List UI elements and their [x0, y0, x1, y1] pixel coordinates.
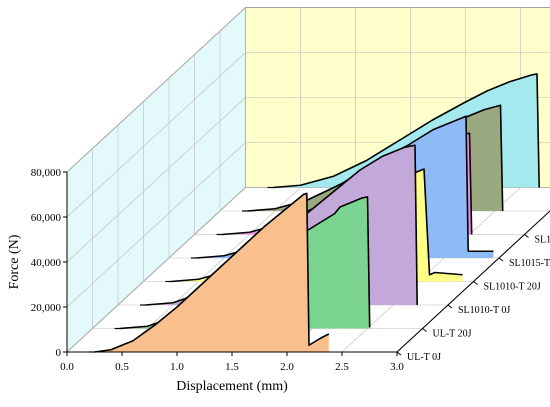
series-label: SL1010-T 0J: [458, 305, 510, 316]
series-label: UL-T 20J: [433, 329, 472, 340]
series-label-tick: [423, 329, 427, 332]
x-tick-label: 1.5: [225, 361, 239, 373]
y-tick-label: 20,000: [31, 302, 62, 314]
series-label-tick: [499, 258, 503, 261]
series-label: UL-T 0J: [407, 352, 441, 363]
y-ticks: 0 20,000 40,000 60,000 80,000: [31, 167, 67, 359]
x-axis-title: Displacement (mm): [176, 379, 288, 394]
series-label: SL1010-T 20J: [484, 282, 541, 293]
y-tick-label: 80,000: [31, 167, 62, 179]
x-tick-label: 0.5: [115, 361, 129, 373]
y-tick-label: 0: [56, 347, 62, 359]
y-tick-label: 40,000: [31, 257, 62, 269]
x-tick-label: 3.0: [390, 361, 404, 373]
x-tick-label: 2.5: [335, 361, 349, 373]
series-label-tick: [525, 235, 529, 238]
x-tick-label: 0.0: [60, 361, 74, 373]
x-tick-label: 2.0: [280, 361, 294, 373]
series-label: SL1015-T 0J: [509, 258, 550, 269]
y-tick-label: 60,000: [31, 212, 62, 224]
series-label-tick: [448, 305, 452, 308]
x-ticks: 0.0 0.5 1.0 1.5 2.0 2.5 3.0: [60, 352, 404, 373]
series-label: SL1015-T 20J: [535, 235, 550, 246]
y-axis-title: Force (N): [7, 234, 22, 289]
series-label-tick: [397, 352, 401, 355]
series-label-tick: [474, 282, 478, 285]
x-tick-label: 1.0: [170, 361, 184, 373]
